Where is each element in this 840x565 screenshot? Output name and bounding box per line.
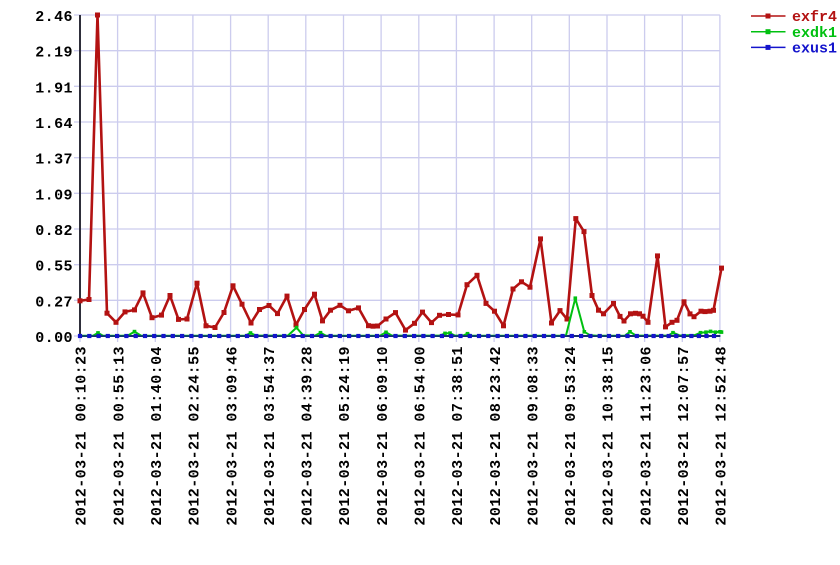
svg-text:0.27: 0.27: [35, 294, 73, 311]
svg-text:2012-03-21 09:53:24: 2012-03-21 09:53:24: [563, 346, 580, 526]
svg-text:0.82: 0.82: [35, 223, 73, 240]
svg-text:2012-03-21 02:24:55: 2012-03-21 02:24:55: [187, 346, 204, 526]
svg-text:1.37: 1.37: [35, 152, 73, 169]
svg-text:1.91: 1.91: [35, 80, 73, 97]
svg-text:exfr4: exfr4: [792, 9, 837, 26]
svg-text:2012-03-21 01:40:04: 2012-03-21 01:40:04: [149, 346, 166, 526]
svg-text:2012-03-21 00:10:23: 2012-03-21 00:10:23: [74, 346, 91, 526]
svg-text:0.00: 0.00: [35, 330, 73, 347]
svg-text:2012-03-21 03:09:46: 2012-03-21 03:09:46: [224, 346, 241, 526]
svg-text:2012-03-21 00:55:13: 2012-03-21 00:55:13: [111, 346, 128, 526]
svg-text:2012-03-21 05:24:19: 2012-03-21 05:24:19: [337, 346, 354, 526]
svg-text:1.64: 1.64: [35, 116, 73, 133]
svg-text:exus1: exus1: [792, 41, 837, 58]
svg-text:2012-03-21 04:39:28: 2012-03-21 04:39:28: [300, 346, 317, 526]
svg-text:2012-03-21 10:38:15: 2012-03-21 10:38:15: [601, 346, 618, 526]
svg-text:exdk1: exdk1: [792, 25, 837, 42]
svg-text:2012-03-21 12:07:57: 2012-03-21 12:07:57: [676, 346, 693, 526]
svg-text:2012-03-21 11:23:06: 2012-03-21 11:23:06: [638, 346, 655, 526]
svg-text:2012-03-21 06:54:00: 2012-03-21 06:54:00: [413, 346, 430, 526]
svg-text:2012-03-21 08:23:42: 2012-03-21 08:23:42: [488, 346, 505, 526]
svg-text:2012-03-21 06:09:10: 2012-03-21 06:09:10: [375, 346, 392, 526]
svg-text:2.46: 2.46: [35, 9, 73, 26]
svg-text:2012-03-21 03:54:37: 2012-03-21 03:54:37: [262, 346, 279, 526]
svg-text:2012-03-21 09:08:33: 2012-03-21 09:08:33: [525, 346, 542, 526]
svg-text:2012-03-21 12:52:48: 2012-03-21 12:52:48: [714, 346, 731, 526]
svg-text:2.19: 2.19: [35, 45, 73, 62]
svg-text:1.09: 1.09: [35, 187, 73, 204]
svg-text:0.55: 0.55: [35, 259, 73, 276]
svg-text:2012-03-21 07:38:51: 2012-03-21 07:38:51: [450, 346, 467, 526]
